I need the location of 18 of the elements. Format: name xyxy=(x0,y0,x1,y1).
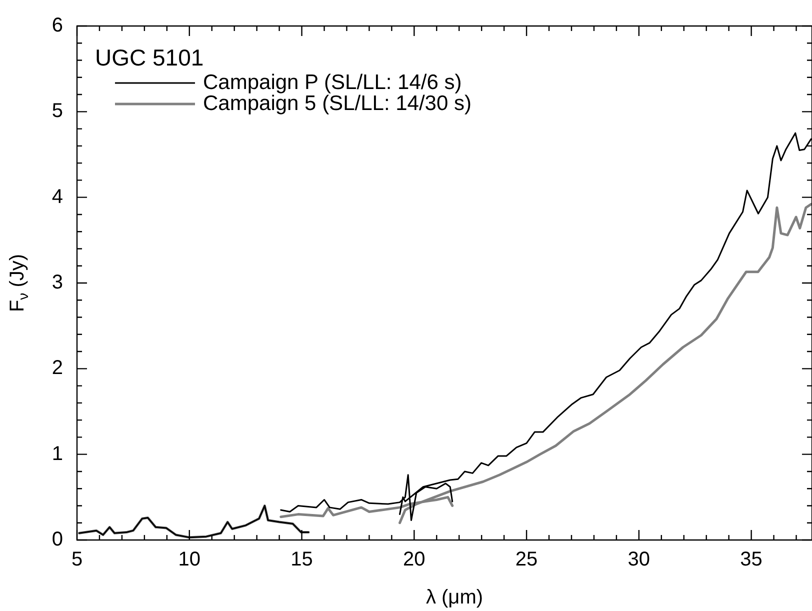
legend-label: Campaign P (SL/LL: 14/6 s) xyxy=(203,70,462,94)
x-tick-label: 25 xyxy=(515,548,538,571)
x-tick-label: 30 xyxy=(628,548,650,571)
y-tick-label: 5 xyxy=(52,100,63,122)
x-axis-title: λ (μm) xyxy=(426,586,484,609)
x-tick-label: 5 xyxy=(71,548,83,571)
y-tick-label: 3 xyxy=(52,272,63,294)
y-tick-label: 1 xyxy=(52,442,63,465)
x-tick-label: 15 xyxy=(290,548,313,571)
y-axis-title: Fν (Jy) xyxy=(6,254,31,312)
y-tick-label: 4 xyxy=(52,186,63,208)
x-tick-label: 20 xyxy=(403,548,426,571)
x-tick-label: 10 xyxy=(178,548,201,571)
y-tick-label: 2 xyxy=(52,357,63,380)
y-tick-label: 0 xyxy=(52,528,63,551)
legend-title: UGC 5101 xyxy=(95,44,204,70)
x-tick-label: 35 xyxy=(740,548,762,571)
y-tick-label: 6 xyxy=(52,14,63,37)
